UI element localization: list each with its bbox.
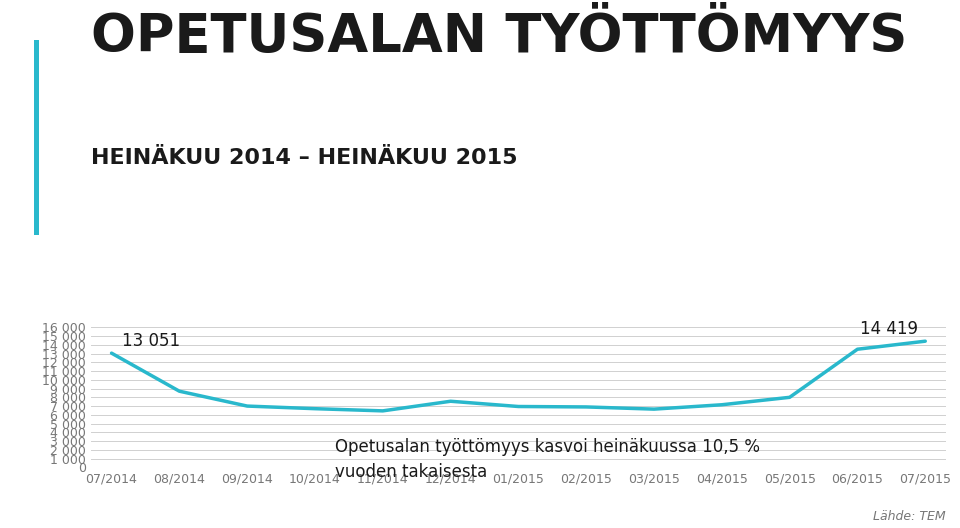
Text: Lähde: TEM: Lähde: TEM bbox=[873, 510, 946, 523]
Text: OPETUSALAN TYÖTTÖMYYS: OPETUSALAN TYÖTTÖMYYS bbox=[91, 11, 907, 62]
Text: 13 051: 13 051 bbox=[122, 332, 180, 350]
Text: 14 419: 14 419 bbox=[860, 320, 919, 338]
Text: HEINÄKUU 2014 – HEINÄKUU 2015: HEINÄKUU 2014 – HEINÄKUU 2015 bbox=[91, 148, 517, 168]
Text: Opetusalan työttömyys kasvoi heinäkuussa 10,5 %
vuoden takaisesta: Opetusalan työttömyys kasvoi heinäkuussa… bbox=[335, 438, 760, 482]
